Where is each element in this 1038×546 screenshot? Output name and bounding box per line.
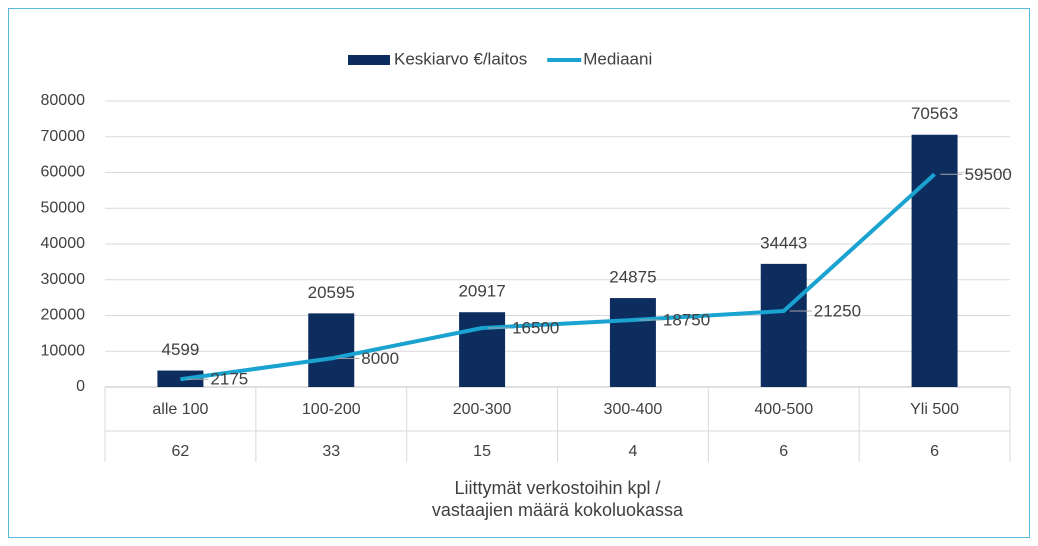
x-tick-label: alle 100 [152, 401, 208, 418]
bar [911, 134, 958, 387]
x-count-label: 4 [628, 443, 637, 460]
bar [459, 312, 506, 387]
x-count-label: 6 [779, 443, 788, 460]
x-tick-label: 100-200 [302, 401, 361, 418]
bar [760, 263, 807, 387]
y-tick-label: 0 [76, 378, 85, 395]
bar [308, 313, 355, 387]
y-tick-label: 10000 [41, 342, 86, 359]
x-tick-label: 200-300 [453, 401, 512, 418]
chart-frame [8, 8, 1030, 538]
line-value-label: 21250 [814, 302, 861, 321]
line-value-label: 8000 [361, 349, 399, 368]
x-tick-label: Yli 500 [910, 401, 959, 418]
line [180, 172, 936, 382]
x-count-label: 15 [473, 443, 491, 460]
x-tick-label: 300-400 [604, 401, 663, 418]
x-axis-title: Liittymät verkostoihin kpl / [454, 478, 660, 498]
y-tick-label: 60000 [41, 164, 86, 181]
bar-value-label: 20595 [308, 283, 355, 302]
bar-value-label: 34443 [760, 233, 807, 252]
x-count-label: 33 [322, 443, 340, 460]
line-value-label: 16500 [512, 318, 559, 337]
x-count-label: 6 [930, 443, 939, 460]
y-tick-label: 70000 [41, 128, 86, 145]
y-tick-label: 50000 [41, 199, 86, 216]
bar-value-label: 24875 [609, 268, 656, 287]
legend-swatch [348, 55, 390, 65]
y-tick-label: 20000 [41, 307, 86, 324]
bar-value-label: 4599 [162, 340, 200, 359]
line-value-label: 2175 [210, 370, 248, 389]
line-value-label: 59500 [965, 165, 1012, 184]
line-value-label: 18750 [663, 310, 710, 329]
bar-value-label: 70563 [911, 104, 958, 123]
bar [609, 298, 656, 387]
y-tick-label: 80000 [41, 92, 86, 109]
legend-label: Mediaani [583, 49, 652, 68]
x-count-label: 62 [172, 443, 190, 460]
y-tick-label: 40000 [41, 235, 86, 252]
x-axis-title: vastaajien määrä kokoluokassa [432, 500, 684, 520]
y-tick-label: 30000 [41, 271, 86, 288]
bar-value-label: 20917 [458, 282, 505, 301]
legend-label: Keskiarvo €/laitos [394, 49, 527, 68]
x-tick-label: 400-500 [754, 401, 813, 418]
